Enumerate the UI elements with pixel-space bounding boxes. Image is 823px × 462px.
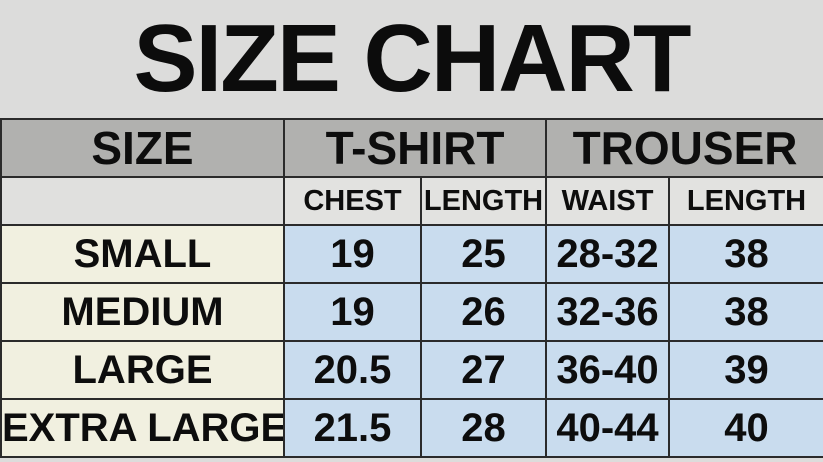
value-tshirt-length: 27 — [419, 340, 548, 400]
size-label: SMALL — [0, 224, 285, 284]
subheader-tshirt-length: LENGTH — [419, 176, 548, 226]
table-row-medium: MEDIUM 19 26 32-36 38 — [0, 282, 823, 342]
col-group-size: SIZE — [0, 118, 285, 178]
table-row-small: SMALL 19 25 28-32 38 — [0, 224, 823, 284]
value-trouser-waist: 40-44 — [545, 398, 671, 458]
value-trouser-length: 39 — [668, 340, 823, 400]
subheader-row: CHEST LENGTH WAIST LENGTH — [0, 176, 823, 226]
subheader-trouser-length: LENGTH — [668, 176, 823, 226]
col-group-tshirt: T-SHIRT — [282, 118, 548, 178]
group-header-row: SIZE T-SHIRT TROUSER — [0, 118, 823, 178]
size-label: EXTRA LARGE — [0, 398, 285, 458]
value-trouser-waist: 36-40 — [545, 340, 671, 400]
col-group-trouser: TROUSER — [545, 118, 823, 178]
table-row-large: LARGE 20.5 27 36-40 39 — [0, 340, 823, 400]
size-label: LARGE — [0, 340, 285, 400]
value-tshirt-length: 28 — [419, 398, 548, 458]
value-trouser-length: 38 — [668, 224, 823, 284]
value-tshirt-length: 26 — [419, 282, 548, 342]
subheader-trouser-waist: WAIST — [545, 176, 671, 226]
page-title: SIZE CHART — [133, 5, 692, 112]
value-trouser-waist: 28-32 — [545, 224, 671, 284]
value-tshirt-chest: 20.5 — [283, 340, 422, 400]
value-tshirt-chest: 21.5 — [283, 398, 422, 458]
size-label: MEDIUM — [0, 282, 285, 342]
subheader-tshirt-chest: CHEST — [283, 176, 422, 226]
size-chart-table: SIZE T-SHIRT TROUSER CHEST LENGTH WAIST … — [0, 118, 823, 458]
value-trouser-length: 40 — [668, 398, 823, 458]
value-tshirt-length: 25 — [419, 224, 548, 284]
value-trouser-waist: 32-36 — [545, 282, 671, 342]
table-row-extra-large: EXTRA LARGE 21.5 28 40-44 40 — [0, 398, 823, 458]
value-tshirt-chest: 19 — [283, 224, 422, 284]
value-tshirt-chest: 19 — [283, 282, 422, 342]
subheader-empty — [0, 176, 285, 226]
value-trouser-length: 38 — [668, 282, 823, 342]
